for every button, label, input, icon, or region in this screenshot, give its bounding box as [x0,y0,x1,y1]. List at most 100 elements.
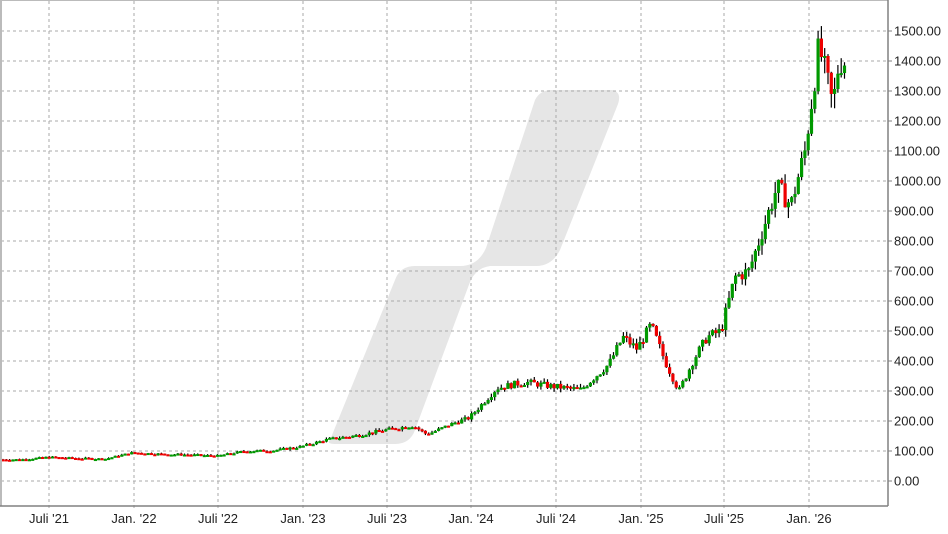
candle-body-up [493,392,497,398]
candle-body-up [384,429,388,432]
candle-body-down [344,436,348,439]
candle-body-up [338,438,342,441]
candle-body-up [239,451,243,454]
candle-body-up [463,417,467,420]
candle-body-up [562,385,566,389]
candle-body-up [295,447,299,450]
candle-body-down [658,335,662,345]
candle-body-up [730,283,734,298]
candle-body-down [153,454,157,457]
candle-body-up [44,456,48,459]
candle-body-up [572,387,576,390]
y-tick-label: 1000.00 [894,174,941,189]
candle-body-up [222,454,226,457]
candle-body-up [354,434,358,437]
candle-body-up [644,327,649,343]
candle-body-up [549,384,553,388]
y-tick-label: 1500.00 [894,24,941,39]
candle-body-down [143,453,147,456]
candle-body-up [272,450,276,453]
candle-body-up [440,427,444,430]
candle-body-up [793,193,797,198]
candle-body-up [31,458,35,461]
candle-body-up [767,209,771,224]
candle-body-up [11,459,15,462]
candle-body-down [565,385,569,388]
candle-body-up [37,457,41,460]
candle-body-up [486,399,490,404]
candle-body-up [790,197,794,203]
candle-body-down [417,427,421,430]
candle-body-down [189,454,193,457]
candle-body-up [103,458,107,461]
candle-body-down [357,434,361,437]
y-tick-label: 800.00 [894,234,934,249]
candle-body-up [176,453,180,456]
candle-body-down [186,454,190,457]
candle-body-up [770,208,774,211]
candle-body-up [773,193,777,209]
candle-body-down [661,344,665,357]
candle-body-up [618,342,622,346]
candle-body-up [27,459,31,462]
candle-body-up [430,432,434,435]
candle-body-down [268,451,272,454]
candle-body-up [192,454,196,457]
candle-body-up [800,158,804,178]
candle-body-down [74,458,78,461]
candle-body-down [24,459,28,462]
y-tick-label: 100.00 [894,444,934,459]
candle-body-down [545,381,550,388]
candle-body-up [120,454,124,457]
candle-body-up [351,435,355,438]
candle-body-up [697,346,701,358]
candle-body-down [456,422,460,425]
x-tick-label: Jan. '22 [111,511,156,526]
candle-body-up [97,458,101,461]
candle-body-down [826,55,830,73]
watermark-logo-icon [328,90,620,444]
candle-body-up [684,378,688,381]
candle-body-up [93,459,97,462]
candle-body-down [427,433,431,436]
candle-body-down [780,179,784,184]
candle-body-down [209,454,213,457]
candle-body-up [324,438,328,442]
candle-body-down [519,385,523,388]
candle-body-up [146,453,150,456]
candle-body-up [235,451,239,454]
candle-body-down [1,459,5,462]
candle-body-up [206,454,210,457]
candle-body-up [760,239,764,246]
candle-body-up [410,427,414,430]
candle-body-up [364,435,368,438]
candle-body-down [100,458,104,461]
candle-body-up [387,427,391,430]
candle-body-down [420,429,424,432]
candle-body-up [281,447,286,450]
candle-body-up [506,383,510,389]
candle-body-up [173,454,177,457]
candle-body-up [361,435,365,438]
y-tick-label: 700.00 [894,264,934,279]
candle-body-down [334,437,338,440]
candle-body-down [166,454,170,457]
x-tick-label: Juli '23 [367,511,407,526]
candle-body-down [8,459,12,462]
candle-body-down [783,183,787,208]
candle-body-up [595,376,599,381]
candle-body-up [588,382,592,387]
candle-body-up [529,379,533,382]
candle-body-up [592,380,596,383]
candle-body-up [225,453,229,456]
x-tick-label: Juli '25 [704,511,744,526]
candle-body-down [116,455,121,458]
chart-axes [0,0,889,507]
candle-body-down [308,443,312,446]
candle-body-down [671,373,675,382]
candlestick-series [1,26,847,462]
candle-body-up [717,328,721,334]
candle-body-up [130,452,134,455]
candle-body-down [714,330,718,334]
x-tick-label: Jan. '26 [786,511,831,526]
